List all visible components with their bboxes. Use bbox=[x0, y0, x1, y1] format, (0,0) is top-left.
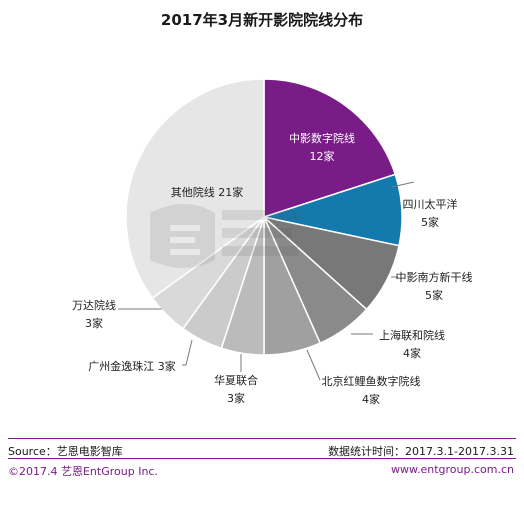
slice-1[interactable] bbox=[263, 78, 397, 219]
entgroup-watermark bbox=[150, 204, 302, 268]
leader-line-7 bbox=[182, 339, 193, 366]
slice-value-1: 12家 bbox=[310, 149, 335, 163]
slice-label-8: 万达院线 bbox=[72, 298, 116, 312]
slice-value-4: 4家 bbox=[403, 346, 421, 360]
slice-value-5: 4家 bbox=[362, 392, 380, 406]
slice-value-2: 5家 bbox=[421, 215, 439, 229]
slice-value-6: 3家 bbox=[227, 391, 245, 405]
watermark-logo-bar-3 bbox=[222, 246, 298, 256]
slice-9[interactable] bbox=[125, 78, 265, 300]
slice-label-6: 华夏联合 bbox=[214, 373, 258, 387]
slice-label-3: 中影南方新干线 bbox=[396, 270, 473, 284]
footer-divider-top bbox=[8, 438, 516, 439]
leader-line-5 bbox=[306, 349, 321, 381]
leader-line-2 bbox=[391, 181, 415, 188]
watermark-logo-bar-2 bbox=[222, 228, 292, 238]
slice-label-9: 其他院线 21家 bbox=[171, 185, 244, 199]
watermark-logo-e bbox=[170, 225, 200, 255]
slice-label-5: 北京红鲤鱼数字院线 bbox=[322, 374, 421, 388]
pie-chart: 中影数字院线12家四川太平洋5家中影南方新干线5家上海联和院线4家北京红鲤鱼数字… bbox=[72, 78, 473, 406]
footer-website[interactable]: www.entgroup.com.cn bbox=[391, 463, 514, 476]
footer-period: 数据统计时间：2017.3.1-2017.3.31 bbox=[328, 445, 514, 458]
footer-source: Source：艺恩电影智库 bbox=[8, 445, 123, 458]
watermark-logo-ring bbox=[150, 204, 215, 268]
slice-label-4: 上海联和院线 bbox=[379, 328, 445, 342]
slice-label-1: 中影数字院线 bbox=[289, 131, 355, 145]
chart-title: 2017年3月新开影院院线分布 bbox=[160, 11, 364, 29]
slice-label-2: 四川太平洋 bbox=[403, 197, 458, 211]
footer-copyright: ©2017.4 艺恩EntGroup Inc. bbox=[8, 465, 158, 478]
slice-value-8: 3家 bbox=[85, 316, 103, 330]
slice-value-3: 5家 bbox=[425, 288, 443, 302]
slice-label-7: 广州金逸珠江 3家 bbox=[88, 359, 176, 373]
watermark-logo-bar-1 bbox=[222, 210, 302, 220]
footer-divider-bottom bbox=[8, 458, 516, 459]
